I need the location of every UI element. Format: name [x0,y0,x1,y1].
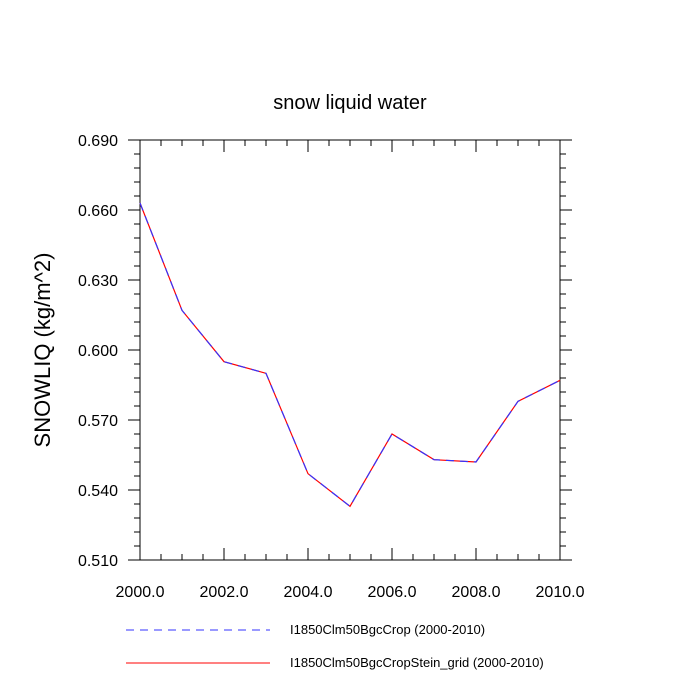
x-tick-label: 2004.0 [284,584,333,601]
chart-title: snow liquid water [273,92,427,114]
y-tick-label: 0.600 [78,343,118,360]
y-tick-label: 0.630 [78,273,118,290]
series-lines [139,202,562,508]
series-1-point [391,433,394,436]
series-1-point [307,472,310,475]
y-tick-label: 0.510 [78,553,118,570]
y-tick-label: 0.570 [78,413,118,430]
plot-frame [139,139,561,561]
series-1-point [265,372,268,375]
series-line-1 [139,202,561,508]
x-tick-label: 2002.0 [200,584,249,601]
series-1-point [517,400,520,403]
series-1-point [559,379,562,382]
series-1-point [223,360,226,363]
x-tick-label: 2006.0 [368,584,417,601]
series-1-point [139,202,142,205]
series-1-point [475,461,478,464]
y-tick-label: 0.690 [78,133,118,150]
axes: 2000.0 2002.0 2004.0 2006.0 2008.0 2010.0 0.51… [78,133,585,601]
series-line-2 [139,202,561,508]
x-tick-label: 2000.0 [116,584,165,601]
legend-label-2: I1850Clm50BgcCropStein_grid (2000-2010) [290,655,544,670]
y-tick-label: 0.660 [78,203,118,220]
x-tick-label: 2008.0 [452,584,501,601]
y-tick-label: 0.540 [78,483,118,500]
series-1-point [349,505,352,508]
legend-label-1: I1850Clm50BgcCrop (2000-2010) [290,622,485,637]
y-axis-label: SNOWLIQ (kg/m^2) [30,253,55,448]
series-1-point [181,309,184,312]
x-tick-label: 2010.0 [536,584,585,601]
series-1-point [433,458,436,461]
legend: I1850Clm50BgcCrop (2000-2010) I1850Clm50B… [126,622,544,670]
